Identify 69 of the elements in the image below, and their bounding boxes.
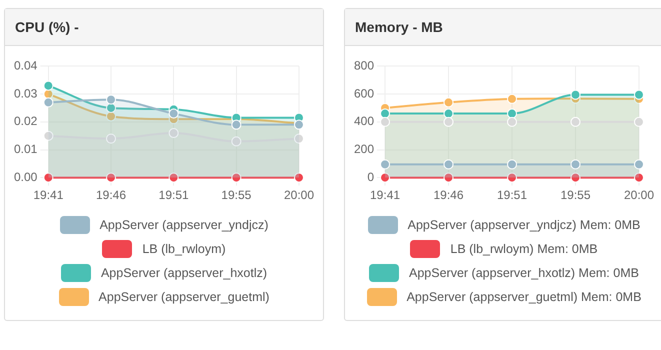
point [634,172,644,183]
point [507,172,518,183]
x-tick-label: 19:46 [96,188,126,202]
legend-label: LB (lb_rwloym) Mem: 0MB [450,242,598,256]
x-tick-label: 19:41 [33,188,64,202]
point [444,172,454,183]
y-tick-label: 800 [354,58,374,73]
point [231,172,242,183]
legend-label: AppServer (appserver_yndjcz) [100,218,268,232]
point [634,116,644,127]
chart-title: CPU (%) - [5,9,323,46]
point [634,159,644,170]
x-tick-label: 19:51 [158,188,190,202]
point [380,172,390,183]
point [168,128,179,138]
point [507,94,518,104]
point [106,111,116,122]
x-tick-label: 19:55 [560,188,591,202]
legend-label: AppServer (appserver_hxotlz) Mem: 0MB [409,266,639,280]
point [106,94,116,105]
point [43,80,54,91]
x-tick-label: 20:00 [284,188,314,202]
point [380,159,390,170]
legend-label: AppServer (appserver_guetml) Mem: 0MB [406,290,642,304]
point [168,172,179,183]
x-tick-label: 19:55 [221,188,252,202]
point [380,108,390,119]
point [43,130,54,141]
y-tick-label: 0.00 [14,170,38,184]
point [507,159,518,170]
legend-label: LB (lb_rwloym) [142,242,226,256]
x-tick-label: 19:41 [370,188,400,202]
y-tick-label: 0.04 [14,58,38,73]
point [570,90,580,100]
point [570,159,580,170]
point [106,134,116,144]
point [444,116,454,127]
point [231,136,242,146]
point [507,108,518,119]
point [168,108,179,119]
y-tick-label: 200 [354,142,374,156]
point [231,120,242,130]
point [570,116,580,127]
y-tick-label: 600 [354,86,374,100]
point [294,172,304,183]
y-tick-label: 0.02 [14,114,38,128]
y-tick-label: 400 [354,114,374,128]
y-tick-label: 0.03 [14,86,38,100]
point [507,116,518,127]
point [43,97,54,108]
x-tick-label: 19:46 [433,188,464,202]
point [570,172,580,183]
point [43,172,54,183]
legend-label: AppServer (appserver_hxotlz) [100,266,268,280]
x-tick-label: 20:00 [624,188,654,202]
point [106,172,116,183]
y-tick-label: 0 [367,170,374,184]
point [106,102,116,113]
point [444,97,454,108]
point [634,90,644,100]
x-tick-label: 19:51 [496,188,528,202]
point [380,116,390,127]
legend-label: AppServer (appserver_yndjcz) Mem: 0MB [408,218,640,232]
point [444,108,454,119]
point [444,159,454,170]
legend-label: AppServer (appserver_guetml) [98,290,270,304]
chart-title: Memory - MB [345,9,661,46]
point [294,134,304,144]
y-tick-label: 0.01 [14,142,38,156]
